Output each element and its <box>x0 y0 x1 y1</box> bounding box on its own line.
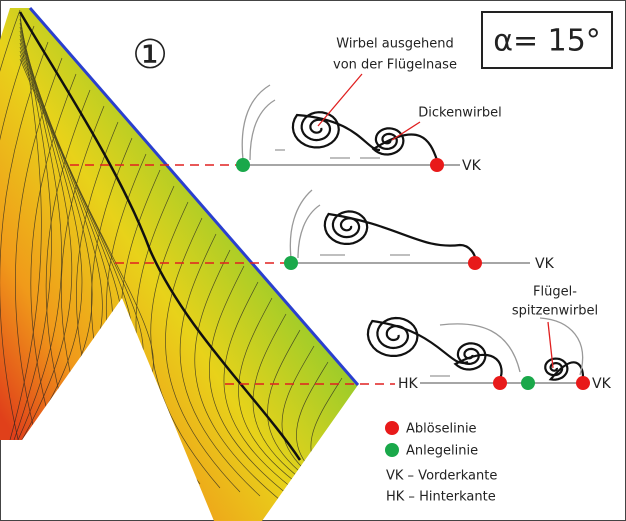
legend-label: VK – Vorderkante <box>386 469 497 484</box>
section-label: VK <box>535 256 555 272</box>
annotation: Wirbel ausgehend <box>336 37 453 52</box>
legend-label: Ablöselinie <box>406 422 477 437</box>
legend-label: Anlegelinie <box>406 444 478 459</box>
section-label: HK <box>398 376 419 392</box>
angle-label: α= 15° <box>493 24 601 59</box>
annotation: Flügel- <box>533 285 577 300</box>
figure: ① α= 15° VK VK HK VK Wirbel ausgehend vo… <box>0 0 626 521</box>
legend-label: HK – Hinterkante <box>386 490 496 505</box>
figure-number: ① <box>132 32 168 78</box>
section-label: VK <box>462 158 482 174</box>
legend-marker <box>385 443 399 457</box>
annotation: von der Flügelnase <box>333 58 457 73</box>
annotation: spitzenwirbel <box>512 304 598 319</box>
section-label: VK <box>592 376 612 392</box>
legend-marker <box>385 421 399 435</box>
annotation: Dickenwirbel <box>418 106 502 121</box>
